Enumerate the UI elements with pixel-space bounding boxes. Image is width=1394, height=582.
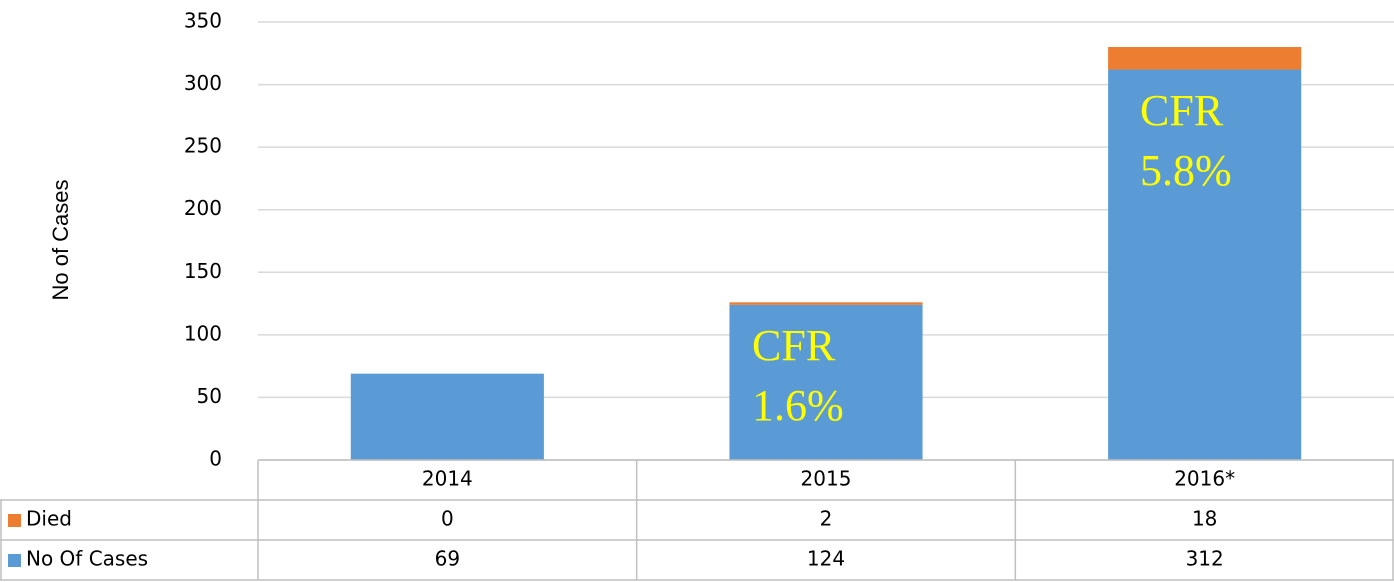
y-tick-label: 350 bbox=[184, 9, 222, 33]
legend-label: Died bbox=[26, 507, 72, 531]
bar-segment bbox=[729, 302, 923, 305]
legend-swatch bbox=[8, 554, 21, 567]
table-value: 18 bbox=[1192, 507, 1217, 531]
legend-label: No Of Cases bbox=[26, 547, 148, 571]
annotation: 5.8% bbox=[1140, 146, 1232, 195]
x-tick-label: 2015 bbox=[801, 467, 852, 491]
bar-segment bbox=[350, 373, 544, 460]
y-tick-label: 150 bbox=[184, 259, 222, 283]
y-tick-label: 0 bbox=[209, 447, 222, 471]
table-value: 124 bbox=[807, 547, 845, 571]
table-value: 0 bbox=[441, 507, 454, 531]
legend-swatch bbox=[8, 514, 21, 527]
table-value: 2 bbox=[820, 507, 833, 531]
table-value: 69 bbox=[435, 547, 460, 571]
y-tick-label: 100 bbox=[184, 321, 222, 345]
y-axis-label: No of Cases bbox=[48, 179, 73, 300]
bar-segment bbox=[1108, 69, 1302, 460]
annotation: 1.6% bbox=[752, 381, 844, 430]
bar-segment bbox=[1108, 47, 1302, 70]
y-tick-label: 50 bbox=[197, 384, 222, 408]
annotation: CFR bbox=[752, 321, 836, 370]
y-tick-label: 250 bbox=[184, 134, 222, 158]
table-value: 312 bbox=[1186, 547, 1224, 571]
bar-segment bbox=[729, 304, 923, 460]
x-tick-label: 2014 bbox=[422, 467, 473, 491]
y-tick-label: 300 bbox=[184, 71, 222, 95]
annotation: CFR bbox=[1140, 86, 1224, 135]
x-tick-label: 2016* bbox=[1174, 467, 1235, 491]
y-tick-label: 200 bbox=[184, 196, 222, 220]
